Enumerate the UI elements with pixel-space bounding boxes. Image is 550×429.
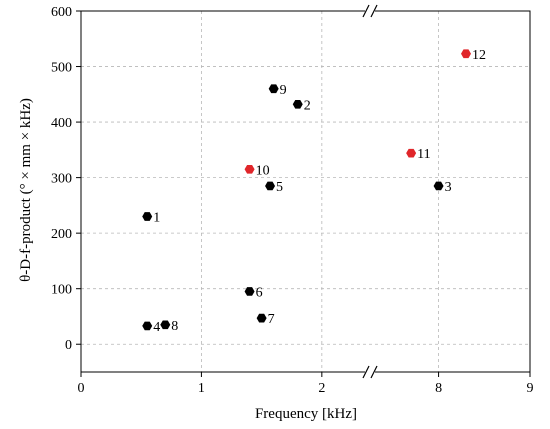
axes	[80, 10, 531, 373]
data-point-label-7: 7	[268, 312, 275, 327]
data-point-1	[142, 212, 153, 221]
x-tick-label: 2	[318, 381, 325, 396]
data-point-label-1: 1	[153, 210, 160, 225]
data-point-8	[160, 320, 171, 330]
data-point-label-2: 2	[304, 98, 311, 113]
y-axis-ticks: 0 100 200 300 400 500 600	[51, 5, 81, 353]
data-point-label-9: 9	[280, 83, 287, 98]
data-point-7	[256, 313, 267, 323]
plot-frame	[80, 10, 531, 373]
x-axis-label: Frequency [kHz]	[255, 406, 357, 422]
data-point-label-10: 10	[256, 163, 270, 178]
y-tick-label: 0	[65, 338, 72, 353]
y-axis-label: θ-D-f-product (° × mm × kHz)	[18, 98, 34, 282]
axis-break-mark	[362, 4, 378, 18]
data-point-5	[265, 181, 276, 191]
x-tick-label: 9	[527, 381, 534, 396]
data-point-4	[142, 321, 153, 331]
data-point-3	[433, 181, 444, 191]
data-point-label-8: 8	[171, 319, 178, 334]
y-tick-label: 200	[51, 227, 72, 242]
x-tick-label: 8	[435, 381, 442, 396]
data-point-label-5: 5	[276, 180, 283, 195]
y-tick-label: 300	[51, 172, 72, 187]
y-tick-label: 600	[51, 5, 72, 20]
data-point-10	[244, 164, 255, 174]
data-point-label-4: 4	[153, 320, 160, 335]
axis-break-marks	[362, 4, 378, 379]
y-tick-label: 500	[51, 61, 72, 76]
grid	[81, 11, 530, 372]
data-point-label-3: 3	[445, 180, 452, 195]
y-tick-label: 400	[51, 116, 72, 131]
data-point-label-12: 12	[472, 48, 486, 63]
data-point-11	[406, 148, 417, 158]
x-tick-label: 0	[78, 381, 85, 396]
data-point-2	[292, 99, 303, 109]
data-point-label-6: 6	[256, 285, 263, 300]
data-point-9	[268, 84, 279, 94]
data-point-12	[461, 49, 471, 59]
axis-break-mark	[362, 365, 378, 379]
x-tick-label: 1	[198, 381, 205, 396]
data-point-label-11: 11	[417, 147, 430, 162]
data-point-6	[244, 287, 255, 296]
y-tick-label: 100	[51, 283, 72, 298]
x-axis-ticks: 0 1 2 8 9	[78, 372, 534, 396]
